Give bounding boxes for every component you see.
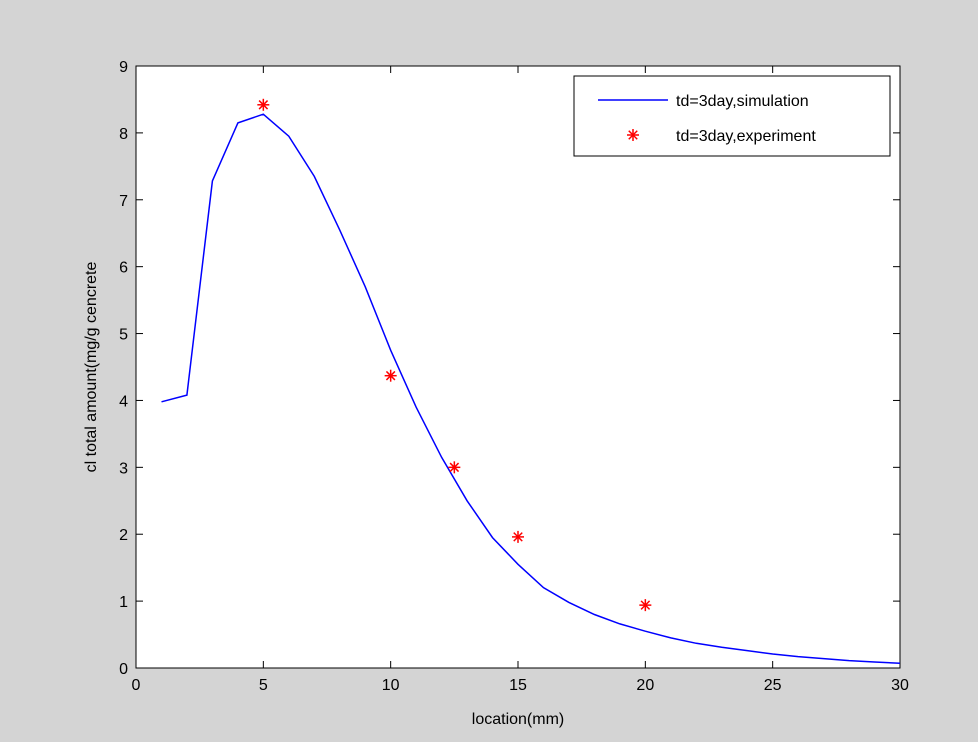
- legend-box: [573, 75, 891, 157]
- y-tick-label: 7: [119, 193, 128, 210]
- y-tick-label: 2: [119, 527, 128, 544]
- legend-entry-experiment: td=3day,experiment: [676, 128, 816, 145]
- experiment-point: [639, 599, 652, 612]
- legend: td=3day,simulation td=3day,experiment: [573, 75, 891, 157]
- x-tick-label: 15: [509, 677, 527, 694]
- x-tick-label: 5: [259, 677, 268, 694]
- y-tick-label: 4: [119, 393, 128, 410]
- experiment-point: [448, 461, 461, 474]
- y-tick-label: 9: [119, 59, 128, 76]
- y-tick-label: 0: [119, 661, 128, 678]
- experiment-point: [512, 530, 524, 543]
- x-tick-label: 25: [764, 677, 782, 694]
- x-tick-label: 20: [636, 677, 654, 694]
- legend-asterisk: [627, 129, 639, 141]
- y-tick-label: 6: [119, 260, 128, 277]
- y-tick-label: 3: [119, 460, 128, 477]
- y-tick-label: 8: [119, 126, 128, 143]
- legend-entry-simulation: td=3day,simulation: [676, 93, 809, 110]
- experiment-point: [384, 369, 397, 382]
- y-tick-label: 5: [119, 327, 128, 344]
- x-tick-label: 30: [891, 677, 909, 694]
- plot-area: [135, 65, 901, 669]
- axis-ticks: 0 5 10 15 20 25 30 0 1 2 3 4 5 6 7 8 9: [119, 59, 909, 694]
- experiment-point: [257, 98, 270, 111]
- x-tick-label: 0: [132, 677, 141, 694]
- y-axis-label: cl total amount(mg/g cencrete: [83, 262, 100, 473]
- legend-asterisk-swatch: [627, 129, 639, 141]
- y-tick-label: 1: [119, 594, 128, 611]
- simulation-line: [161, 113, 901, 665]
- x-tick-label: 10: [382, 677, 400, 694]
- plot-content: [161, 98, 901, 665]
- x-axis-label: location(mm): [472, 711, 564, 728]
